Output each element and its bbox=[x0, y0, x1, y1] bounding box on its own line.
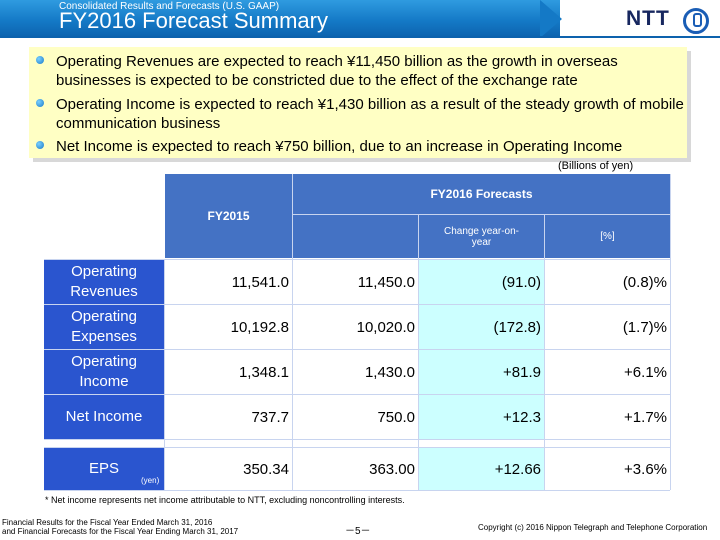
header-subtitle: Consolidated Results and Forecasts (U.S.… bbox=[59, 1, 280, 12]
cell-fy2015: 1,348.1 bbox=[165, 350, 292, 394]
footer-line: and Financial Forecasts for the Fiscal Y… bbox=[2, 527, 239, 536]
page-number: －5－ bbox=[345, 526, 371, 537]
grid-line bbox=[164, 260, 165, 490]
row-label-operating-expenses: Operating Expenses bbox=[44, 305, 164, 349]
grid-line bbox=[44, 490, 670, 491]
cell-pct: +3.6% bbox=[545, 448, 670, 490]
unit-label: (Billions of yen) bbox=[558, 160, 634, 172]
eps-label: EPS bbox=[88, 460, 119, 477]
header-fy2016-blank bbox=[293, 215, 418, 258]
cell-change: (172.8) bbox=[419, 305, 544, 349]
bullet-text: Net Income is expected to reach ¥750 bil… bbox=[56, 138, 623, 155]
header-fy2015: FY2015 bbox=[165, 174, 292, 258]
row-label-net-income: Net Income bbox=[44, 395, 164, 439]
row-label-operating-income: Operating Income bbox=[44, 350, 164, 394]
cell-change: +12.3 bbox=[419, 395, 544, 439]
grid-line bbox=[292, 174, 293, 490]
cell-fy2015: 11,541.0 bbox=[165, 260, 292, 304]
grid-line bbox=[44, 447, 670, 448]
header-fy2016-forecasts: FY2016 Forecasts bbox=[293, 174, 670, 214]
footer-doc-info: Financial Results for the Fiscal Year En… bbox=[2, 518, 238, 536]
ntt-logo: NTT bbox=[626, 7, 712, 34]
grid-line bbox=[44, 304, 670, 305]
grid-line bbox=[670, 174, 671, 490]
header-underline bbox=[0, 36, 720, 38]
cell-change: +81.9 bbox=[419, 350, 544, 394]
bullet-icon bbox=[36, 99, 44, 107]
cell-fy2016: 11,450.0 bbox=[293, 260, 418, 304]
grid-line bbox=[293, 214, 670, 215]
cell-pct: (0.8)% bbox=[545, 260, 670, 304]
cell-fy2016: 1,430.0 bbox=[293, 350, 418, 394]
row-label-eps: EPS bbox=[44, 448, 164, 490]
cell-pct: +6.1% bbox=[545, 350, 670, 394]
row-label-operating-revenues: Operating Revenues bbox=[44, 260, 164, 304]
cell-fy2015: 10,192.8 bbox=[165, 305, 292, 349]
footer-line: Financial Results for the Fiscal Year En… bbox=[2, 518, 213, 527]
bullet-icon bbox=[36, 141, 44, 149]
header-change: Change year-on-year bbox=[419, 215, 544, 258]
cell-fy2016: 363.00 bbox=[293, 448, 418, 490]
bullet-text: Operating Income is expected to reach ¥1… bbox=[56, 96, 684, 132]
cell-pct: +1.7% bbox=[545, 395, 670, 439]
bullet-item: Operating Income is expected to reach ¥1… bbox=[29, 95, 684, 135]
footnote: * Net income represents net income attri… bbox=[45, 495, 405, 505]
grid-line bbox=[44, 259, 670, 260]
bullet-icon bbox=[36, 56, 44, 64]
bullet-item: Operating Revenues are expected to reach… bbox=[29, 52, 669, 92]
bullet-text: Operating Revenues are expected to reach… bbox=[56, 53, 618, 89]
grid-line bbox=[544, 215, 545, 490]
logo-text: NTT bbox=[626, 7, 670, 30]
grid-line bbox=[44, 439, 670, 440]
bullet-item: Net Income is expected to reach ¥750 bil… bbox=[29, 137, 669, 157]
summary-box: Operating Revenues are expected to reach… bbox=[29, 47, 687, 158]
cell-change: +12.66 bbox=[419, 448, 544, 490]
cell-fy2016: 750.0 bbox=[293, 395, 418, 439]
grid-line bbox=[418, 215, 419, 490]
grid-line bbox=[44, 394, 670, 395]
page-title: FY2016 Forecast Summary bbox=[59, 8, 328, 33]
cell-fy2015: 737.7 bbox=[165, 395, 292, 439]
cell-fy2016: 10,020.0 bbox=[293, 305, 418, 349]
header-bar bbox=[0, 0, 560, 38]
header-arrow bbox=[540, 0, 562, 38]
header-pct: [%] bbox=[545, 215, 670, 258]
cell-fy2015: 350.34 bbox=[165, 448, 292, 490]
copyright: Copyright (c) 2016 Nippon Telegraph and … bbox=[478, 523, 708, 532]
ntt-logo-icon bbox=[683, 8, 709, 34]
cell-pct: (1.7)% bbox=[545, 305, 670, 349]
cell-change: (91.0) bbox=[419, 260, 544, 304]
grid-line bbox=[44, 349, 670, 350]
eps-unit: (yen) bbox=[141, 476, 160, 485]
